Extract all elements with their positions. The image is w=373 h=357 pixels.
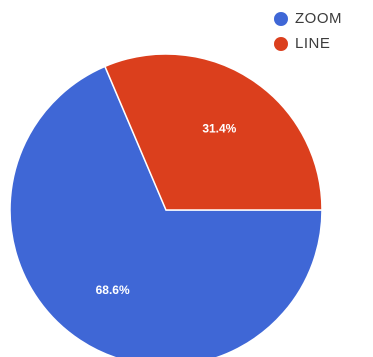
slice-label-line: 31.4% (202, 121, 236, 135)
slice-zoom[interactable] (9, 65, 323, 357)
legend-swatch-zoom (274, 11, 288, 26)
legend-label-line: LINE (295, 35, 331, 52)
slice-label-zoom: 68.6% (96, 283, 130, 297)
legend-swatch-line (274, 36, 288, 51)
slice-line[interactable] (103, 53, 323, 211)
legend: ZOOM LINE (274, 6, 342, 56)
legend-item-line[interactable]: LINE (274, 31, 342, 56)
legend-label-zoom: ZOOM (295, 10, 342, 27)
legend-item-zoom[interactable]: ZOOM (274, 6, 342, 31)
